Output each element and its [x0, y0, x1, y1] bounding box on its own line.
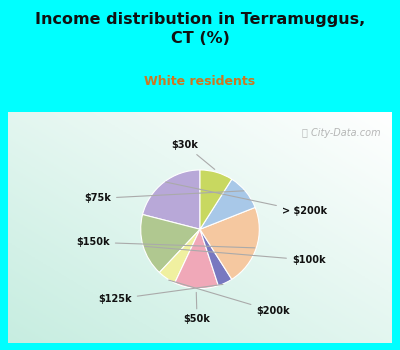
Text: > $200k: > $200k [166, 182, 327, 216]
Text: $200k: $200k [169, 280, 290, 316]
Wedge shape [160, 229, 200, 283]
Text: White residents: White residents [144, 75, 256, 88]
Wedge shape [142, 170, 200, 229]
Wedge shape [200, 208, 259, 279]
Text: $75k: $75k [84, 191, 244, 203]
Wedge shape [141, 215, 200, 273]
Wedge shape [175, 229, 218, 288]
Text: ⓘ City-Data.com: ⓘ City-Data.com [302, 128, 380, 138]
Text: $100k: $100k [145, 246, 326, 265]
Text: $50k: $50k [184, 292, 210, 324]
Wedge shape [200, 179, 255, 229]
Wedge shape [200, 170, 232, 229]
Wedge shape [200, 229, 232, 286]
Text: $125k: $125k [98, 284, 223, 304]
Text: $150k: $150k [76, 237, 255, 248]
Text: Income distribution in Terramuggus,
CT (%): Income distribution in Terramuggus, CT (… [35, 12, 365, 46]
Text: $30k: $30k [172, 140, 215, 169]
